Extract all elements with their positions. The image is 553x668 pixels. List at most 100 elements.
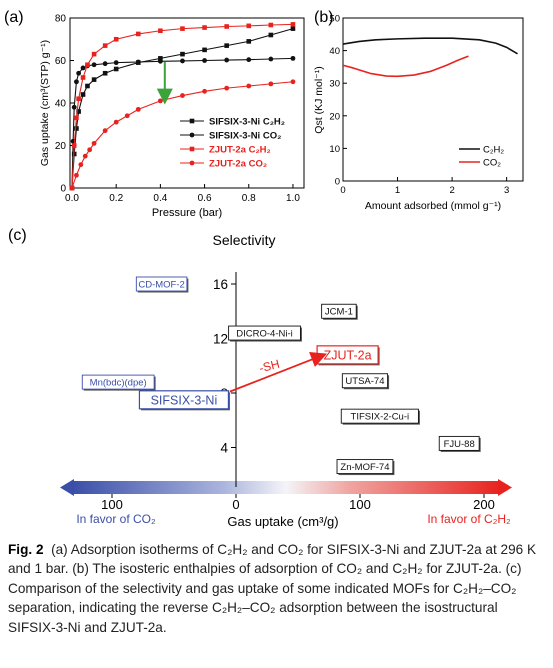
panel-label-b: (b): [314, 9, 334, 26]
panel-a-data-point: [113, 119, 119, 125]
panel-c-point-dicro-4-ni-i-box: [228, 325, 301, 341]
panel-a-data-point: [268, 81, 274, 87]
panel-b-xtick-label: 2: [449, 185, 454, 196]
panel-a-data-point: [113, 60, 119, 66]
panel-c-point-cd-mof-2-box: [135, 276, 188, 292]
panel-a-data-point: [113, 36, 119, 42]
panel-a-data-point: [91, 62, 97, 68]
panel-a-data-point: [78, 162, 84, 168]
panel-a-data-point: [135, 106, 141, 112]
panel-a-data-point: [113, 66, 119, 72]
panel-a-ytick-label: 20: [55, 141, 67, 152]
panel-c-xtick-label: 0: [232, 497, 239, 512]
panel-a-data-point: [76, 70, 82, 76]
figure-svg: (a) (b) (c) 0.0 0.2 0.4 0.6 0.8 1.0 0 20 40 60 80 …: [4, 9, 524, 529]
panel-a-data-point: [76, 109, 81, 114]
panel-a-data-point: [224, 43, 229, 48]
panel-c-point-utsa-74-box: [341, 373, 389, 389]
panel-c-xtick-label: 100: [349, 497, 371, 512]
panel-a-data-point: [76, 96, 81, 102]
panel-b-xtick-label: 1: [395, 185, 400, 196]
panel-c-point-zjut-2a-label: ZJUT-2a: [324, 348, 372, 362]
panel-a-data-point: [180, 58, 185, 64]
panel-a-data-point: [124, 113, 130, 119]
panel-a-data-point: [224, 57, 230, 63]
panel-c-right-label: In favor of C₂H₂: [427, 512, 511, 526]
panel-a-data-point: [157, 98, 163, 104]
panel-a-legend-label: SIFSIX-3-Ni C₂H₂: [209, 117, 285, 128]
panel-a-data-point: [268, 32, 274, 38]
panel-b-ylabel: Qst (KJ mol⁻¹): [313, 66, 325, 133]
panel-a-data-point: [158, 28, 163, 34]
panel-a-data-point: [85, 62, 90, 68]
panel-a-data-point: [80, 92, 86, 97]
panel-c-ytick-label: 16: [213, 277, 228, 292]
panel-a-data-point: [85, 83, 90, 89]
panel-b-xtick-label: 3: [504, 185, 509, 196]
panel-b-frame: [342, 17, 524, 182]
panel-a-data-point: [82, 153, 88, 159]
caption-fig-number: Fig. 2: [8, 542, 44, 557]
panel-a-ytick-label: 60: [55, 56, 67, 67]
panel-a-data-point: [74, 126, 79, 131]
panel-a-xtick-label: 0.8: [242, 193, 256, 204]
panel-b-series-line: [342, 37, 518, 55]
panel-b-legend-label: CO₂: [483, 158, 501, 169]
panel-c-points: CD-MOF-2 Mn(bdc)(dpe) SIFSIX-3-Ni JCM-1 DICR…: [81, 276, 481, 476]
panel-a-data-point: [246, 23, 252, 29]
panel-c-point-sifsix-3-ni-label: SIFSIX-3-Ni: [151, 393, 218, 407]
panel-c-uptake-bar: [72, 481, 500, 494]
panel-a-data-point: [246, 57, 252, 63]
panel-a-xtick-label: 1.0: [286, 193, 300, 204]
panel-a-data-point: [91, 140, 97, 146]
panel-label-a: (a): [4, 9, 24, 26]
panel-a-data-point: [102, 43, 108, 48]
panel-b-ytick-label: 40: [329, 46, 340, 57]
panel-a-data-point: [74, 115, 79, 121]
panel-a-data-point: [102, 61, 108, 67]
panel-c-sh-label: -SH: [258, 357, 281, 376]
panel-a-ytick-label: 80: [55, 14, 67, 25]
panel-a-data-point: [91, 77, 97, 82]
panel-a-legend-marker: [189, 146, 195, 152]
panel-a-legend-marker: [189, 118, 195, 124]
panel-a-data-point: [224, 85, 230, 91]
panel-a-data-point: [71, 104, 77, 110]
panel-a-data-point: [246, 83, 252, 89]
panel-a-xtick-label: 0.4: [153, 193, 167, 204]
panel-b-ytick-label: 30: [329, 79, 340, 90]
panel-a-series: [69, 22, 296, 191]
panel-b-legend-label: C₂H₂: [483, 145, 504, 156]
panel-a-data-point: [202, 47, 207, 53]
panel-a-legend-label: SIFSIX-3-Ni CO₂: [209, 131, 281, 142]
panel-a-data-point: [69, 185, 75, 191]
panel-c-point-tifsix-2-cu-i-box: [340, 408, 419, 424]
panel-c-point-cd-mof-2-label: CD-MOF-2: [138, 279, 184, 290]
panel-a-ytick-label: 0: [60, 184, 66, 195]
panel-a-data-point: [74, 79, 79, 85]
panel-a-data-point: [80, 75, 86, 80]
panel-a-legend-label: ZJUT-2a C₂H₂: [209, 145, 271, 156]
panel-c-point-mn-bdc-dpe-label: Mn(bdc)(dpe): [90, 378, 147, 389]
panel-c-bar-right-arrowhead: [498, 479, 512, 496]
panel-c-sh-arrow: [229, 351, 328, 393]
panel-c-xlabel: Gas uptake (cm³/g): [227, 514, 338, 529]
panel-a-data-point: [87, 147, 93, 153]
panel-c-title: Selectivity: [212, 232, 275, 248]
panel-c-point-mn-bdc-dpe-box: [81, 374, 155, 390]
panel-a-data-point: [268, 22, 274, 28]
panel-a-ticks: 0.0 0.2 0.4 0.6 0.8 1.0 0 20 40 60 80: [55, 14, 300, 205]
panel-a-xtick-label: 0.0: [65, 193, 79, 204]
panel-c-point-fju-88-box: [438, 435, 480, 451]
panel-a-data-point: [268, 56, 274, 62]
panel-a-data-point: [246, 39, 252, 44]
panel-c-left-label: In favor of CO₂: [76, 512, 156, 526]
panel-a-data-point: [290, 79, 296, 85]
panel-a-data-point: [91, 51, 97, 57]
panel-c-ytick-label: 4: [220, 441, 228, 456]
panel-c-point-fju-88-label: FJU-88: [444, 439, 475, 450]
panel-c-bar-left-arrowhead: [60, 479, 74, 496]
panel-c-point-dicro-4-ni-i-label: DICRO-4-Ni-i: [236, 328, 292, 339]
